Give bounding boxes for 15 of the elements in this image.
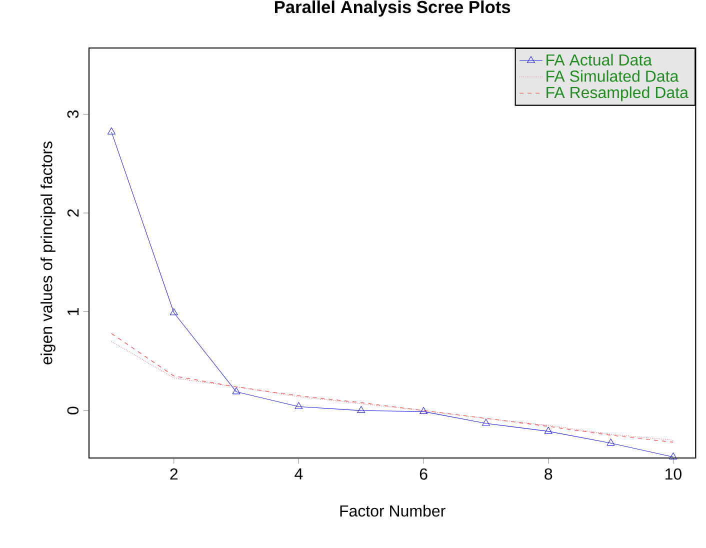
x-tick-label: 6 <box>420 468 428 480</box>
y-tick-label: 3 <box>67 110 79 118</box>
x-tick-label: 10 <box>666 468 682 480</box>
legend-label: FA Simulated Data <box>546 70 679 82</box>
y-tick-label: 2 <box>67 209 79 217</box>
x-tick-label: 4 <box>294 468 303 480</box>
x-tick-label: 8 <box>544 468 552 480</box>
y-tick-label: 0 <box>67 406 79 414</box>
chart-title: Parallel Analysis Scree Plots <box>274 0 510 17</box>
y-axis-title: eigen values of principal factors <box>40 142 56 364</box>
legend-label: FA Resampled Data <box>546 86 688 102</box>
y-tick-label: 1 <box>68 308 79 316</box>
x-tick-label: 2 <box>170 468 178 480</box>
x-axis-title: Factor Number <box>340 504 446 517</box>
legend-label: FA Actual Data <box>546 54 652 66</box>
